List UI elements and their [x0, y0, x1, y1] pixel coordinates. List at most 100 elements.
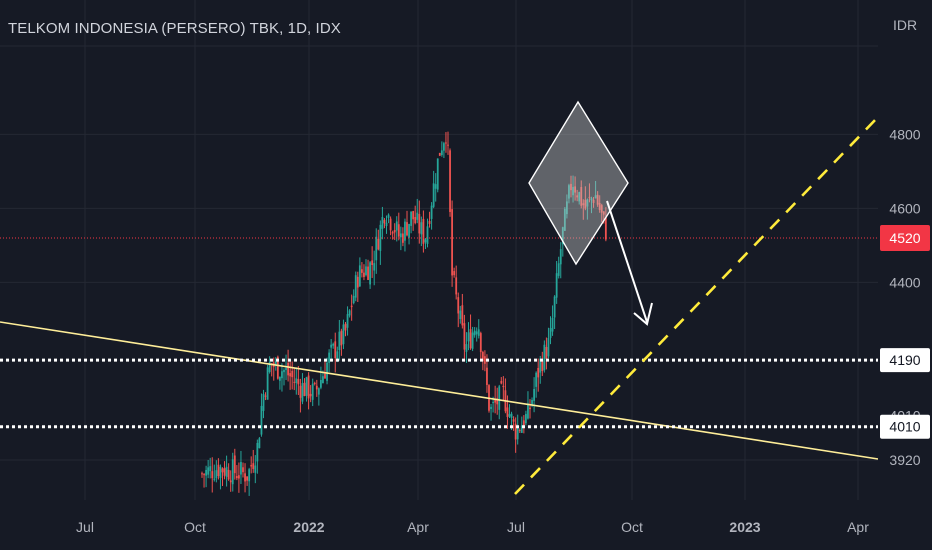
- candle-154: [516, 425, 519, 440]
- candle-141: [490, 406, 492, 410]
- candle-116: [438, 152, 441, 156]
- candle-157: [522, 420, 525, 428]
- candle-11: [223, 468, 226, 476]
- candle-170: [549, 328, 552, 338]
- time-axis-bg: [0, 500, 932, 550]
- candle-47: [297, 379, 300, 385]
- candle-92: [389, 218, 392, 231]
- candle-19: [240, 462, 242, 475]
- candle-126: [459, 310, 462, 320]
- candle-53: [309, 393, 312, 397]
- x-tick-Oct: Oct: [184, 519, 206, 535]
- candle-127: [461, 305, 464, 326]
- candle-172: [553, 296, 556, 318]
- candles: [201, 131, 607, 496]
- candle-12: [225, 466, 228, 477]
- candle-168: [545, 347, 548, 359]
- candle-96: [397, 224, 400, 237]
- level-tag-label-4010: 4010: [889, 419, 920, 435]
- price-axis[interactable]: IDR48004600440040103920419040104520: [878, 0, 932, 550]
- candle-5: [211, 471, 214, 479]
- candle-117: [440, 150, 443, 155]
- candle-128: [463, 323, 466, 350]
- candle-105: [416, 212, 419, 220]
- candle-29: [260, 405, 263, 435]
- candle-10: [221, 468, 224, 473]
- candle-17: [235, 476, 238, 479]
- candle-160: [529, 407, 531, 410]
- candle-142: [492, 401, 494, 403]
- x-tick-Apr: Apr: [407, 519, 429, 535]
- candle-48: [299, 385, 302, 398]
- candle-167: [543, 344, 546, 371]
- candle-42: [287, 362, 289, 376]
- candle-33: [268, 362, 271, 372]
- candle-182: [574, 186, 576, 193]
- x-tick-Jul: Jul: [507, 519, 525, 535]
- candle-103: [412, 211, 415, 220]
- candle-9: [219, 466, 222, 478]
- candle-121: [449, 150, 451, 212]
- x-tick-Apr: Apr: [847, 519, 869, 535]
- candle-78: [361, 269, 363, 273]
- candle-59: [322, 376, 324, 384]
- currency-label: IDR: [893, 17, 917, 33]
- level-tag-label-4190: 4190: [889, 352, 920, 368]
- candle-80: [365, 266, 367, 276]
- candle-71: [346, 314, 349, 328]
- candle-164: [537, 367, 540, 378]
- candle-37: [276, 356, 279, 379]
- candle-6: [213, 478, 216, 480]
- candle-83: [371, 260, 374, 266]
- last-price-tag: [880, 225, 930, 251]
- time-axis[interactable]: Jul Oct 2022 Apr Jul Oct 2023 Apr: [0, 500, 932, 550]
- candle-26: [254, 465, 257, 473]
- candle-107: [420, 222, 423, 235]
- candle-7: [215, 470, 218, 479]
- candle-55: [313, 382, 316, 384]
- trendline-solid: [0, 321, 879, 460]
- candle-101: [408, 223, 410, 238]
- candle-86: [377, 238, 380, 250]
- candle-124: [455, 277, 458, 295]
- candle-50: [303, 382, 306, 396]
- candle-193: [596, 194, 599, 205]
- candle-30: [262, 394, 265, 411]
- candle-108: [422, 218, 425, 244]
- candle-192: [594, 195, 597, 199]
- x-tick-2022: 2022: [293, 519, 324, 535]
- candle-57: [317, 388, 320, 395]
- candle-150: [508, 414, 511, 417]
- candle-79: [363, 272, 365, 277]
- candle-41: [285, 368, 287, 370]
- candle-3: [207, 467, 210, 475]
- candle-180: [570, 183, 572, 191]
- candle-109: [424, 239, 427, 243]
- candle-25: [252, 463, 255, 469]
- x-tick-Oct: Oct: [621, 519, 643, 535]
- candle-84: [373, 263, 376, 271]
- candle-8: [217, 464, 220, 477]
- candle-152: [512, 419, 515, 422]
- candle-43: [289, 373, 292, 377]
- candle-97: [399, 233, 402, 238]
- candle-99: [404, 221, 406, 241]
- candle-181: [572, 186, 574, 196]
- candle-138: [484, 356, 486, 364]
- candle-44: [291, 370, 294, 378]
- candle-61: [326, 362, 328, 381]
- candle-75: [354, 275, 357, 298]
- candle-120: [447, 144, 449, 146]
- annotations: [0, 100, 879, 495]
- candle-139: [486, 367, 488, 385]
- candle-169: [547, 337, 550, 357]
- price-axis-bg: [878, 0, 932, 550]
- candle-4: [209, 466, 212, 472]
- candle-147: [502, 385, 505, 388]
- candle-185: [580, 186, 583, 206]
- candle-20: [242, 467, 244, 473]
- candle-186: [582, 203, 585, 206]
- candle-119: [445, 142, 447, 144]
- candle-24: [250, 465, 253, 467]
